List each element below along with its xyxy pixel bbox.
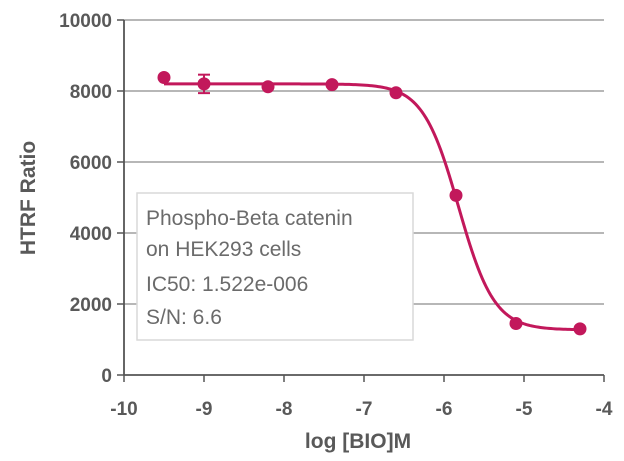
x-tick-label: -5 <box>516 399 533 420</box>
x-tick-label: -6 <box>436 399 453 420</box>
annotation-line-2: on HEK293 cells <box>146 238 301 261</box>
x-tick-label: -10 <box>110 399 137 420</box>
data-point <box>449 188 463 202</box>
data-point <box>509 317 523 331</box>
y-tick-label: 10000 <box>59 11 112 32</box>
x-tick-label: -7 <box>356 399 373 420</box>
y-tick-label: 4000 <box>70 224 112 245</box>
data-point <box>325 78 339 92</box>
fit-curve <box>164 82 581 332</box>
data-point <box>573 322 587 336</box>
annotation-line-4: S/N: 6.6 <box>146 306 222 329</box>
y-axis-label: HTRF Ratio <box>17 141 40 255</box>
annotation-line-3: IC50: 1.522e-006 <box>146 273 308 296</box>
data-points <box>157 71 587 336</box>
annotation-frame <box>136 192 414 341</box>
x-axis-label: log [BIO]M <box>305 430 411 453</box>
y-tick-label: 2000 <box>70 295 112 316</box>
annotation-line-1: Phospho-Beta catenin <box>146 207 353 230</box>
x-axis-ticks: -10 -9 -8 -7 -6 -5 -4 <box>110 375 613 420</box>
annotation-box: Phospho-Beta catenin on HEK293 cells IC5… <box>136 192 414 341</box>
x-tick-label: -8 <box>276 399 293 420</box>
x-tick-label: -4 <box>596 399 613 420</box>
y-tick-label: 0 <box>101 366 112 387</box>
data-point <box>157 71 171 85</box>
y-tick-label: 6000 <box>70 153 112 174</box>
y-tick-label: 8000 <box>70 82 112 103</box>
data-point <box>261 80 275 94</box>
data-point <box>197 77 211 91</box>
y-axis-ticks: 0 2000 4000 6000 8000 10000 <box>59 11 124 387</box>
data-point <box>389 86 403 100</box>
x-tick-label: -9 <box>196 399 213 420</box>
